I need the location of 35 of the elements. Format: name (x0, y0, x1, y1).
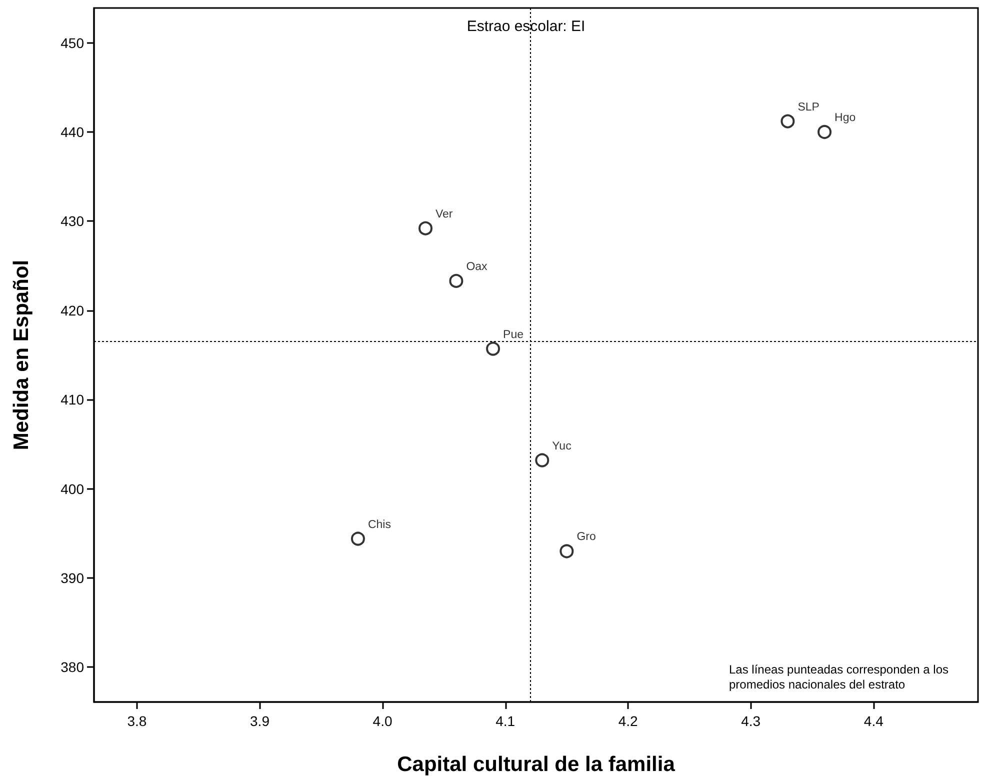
y-tick-label: 410 (60, 392, 84, 408)
series-label: Oax (466, 260, 488, 273)
x-tick-label: 4.1 (496, 713, 516, 729)
y-tick-label: 450 (60, 34, 84, 51)
point (818, 124, 832, 139)
point (350, 532, 365, 546)
point (449, 274, 464, 288)
y-tick-label: 400 (60, 480, 84, 497)
series-label: SLP (798, 101, 820, 114)
x-tick-label: 4.2 (618, 713, 638, 729)
x-tick-label: 4.0 (372, 713, 392, 729)
y-tick-label: 440 (60, 124, 84, 140)
series-label: Ver (436, 208, 453, 220)
series-label: Pue (503, 328, 524, 341)
point (535, 453, 550, 468)
point (486, 342, 500, 356)
point (418, 221, 432, 236)
y-axis-title: Medida en Español (10, 260, 33, 450)
y-tick-label: 430 (60, 213, 84, 230)
x-tick-label: 4.4 (864, 713, 884, 729)
y-tick-label: 420 (60, 302, 84, 318)
x-tick-label: 3.9 (250, 713, 270, 729)
series-label: Gro (576, 531, 596, 544)
series-label: Yuc (552, 440, 572, 452)
series-label: Hgo (834, 112, 856, 124)
text: Estrao escolar: EI (466, 18, 586, 35)
point (560, 544, 574, 558)
annotation: Las líneas punteadas corresponden a los promedios nacionales del estrato (729, 662, 952, 692)
x-tick-label: 3.8 (127, 713, 147, 729)
series-label: Chis (368, 518, 392, 531)
y-tick-label: 380 (60, 659, 84, 676)
point (780, 114, 795, 128)
x-tick-label: 4.3 (741, 713, 761, 729)
y-tick-label: 390 (60, 570, 84, 586)
x-axis-title: Capital cultural de la familia (397, 753, 676, 776)
